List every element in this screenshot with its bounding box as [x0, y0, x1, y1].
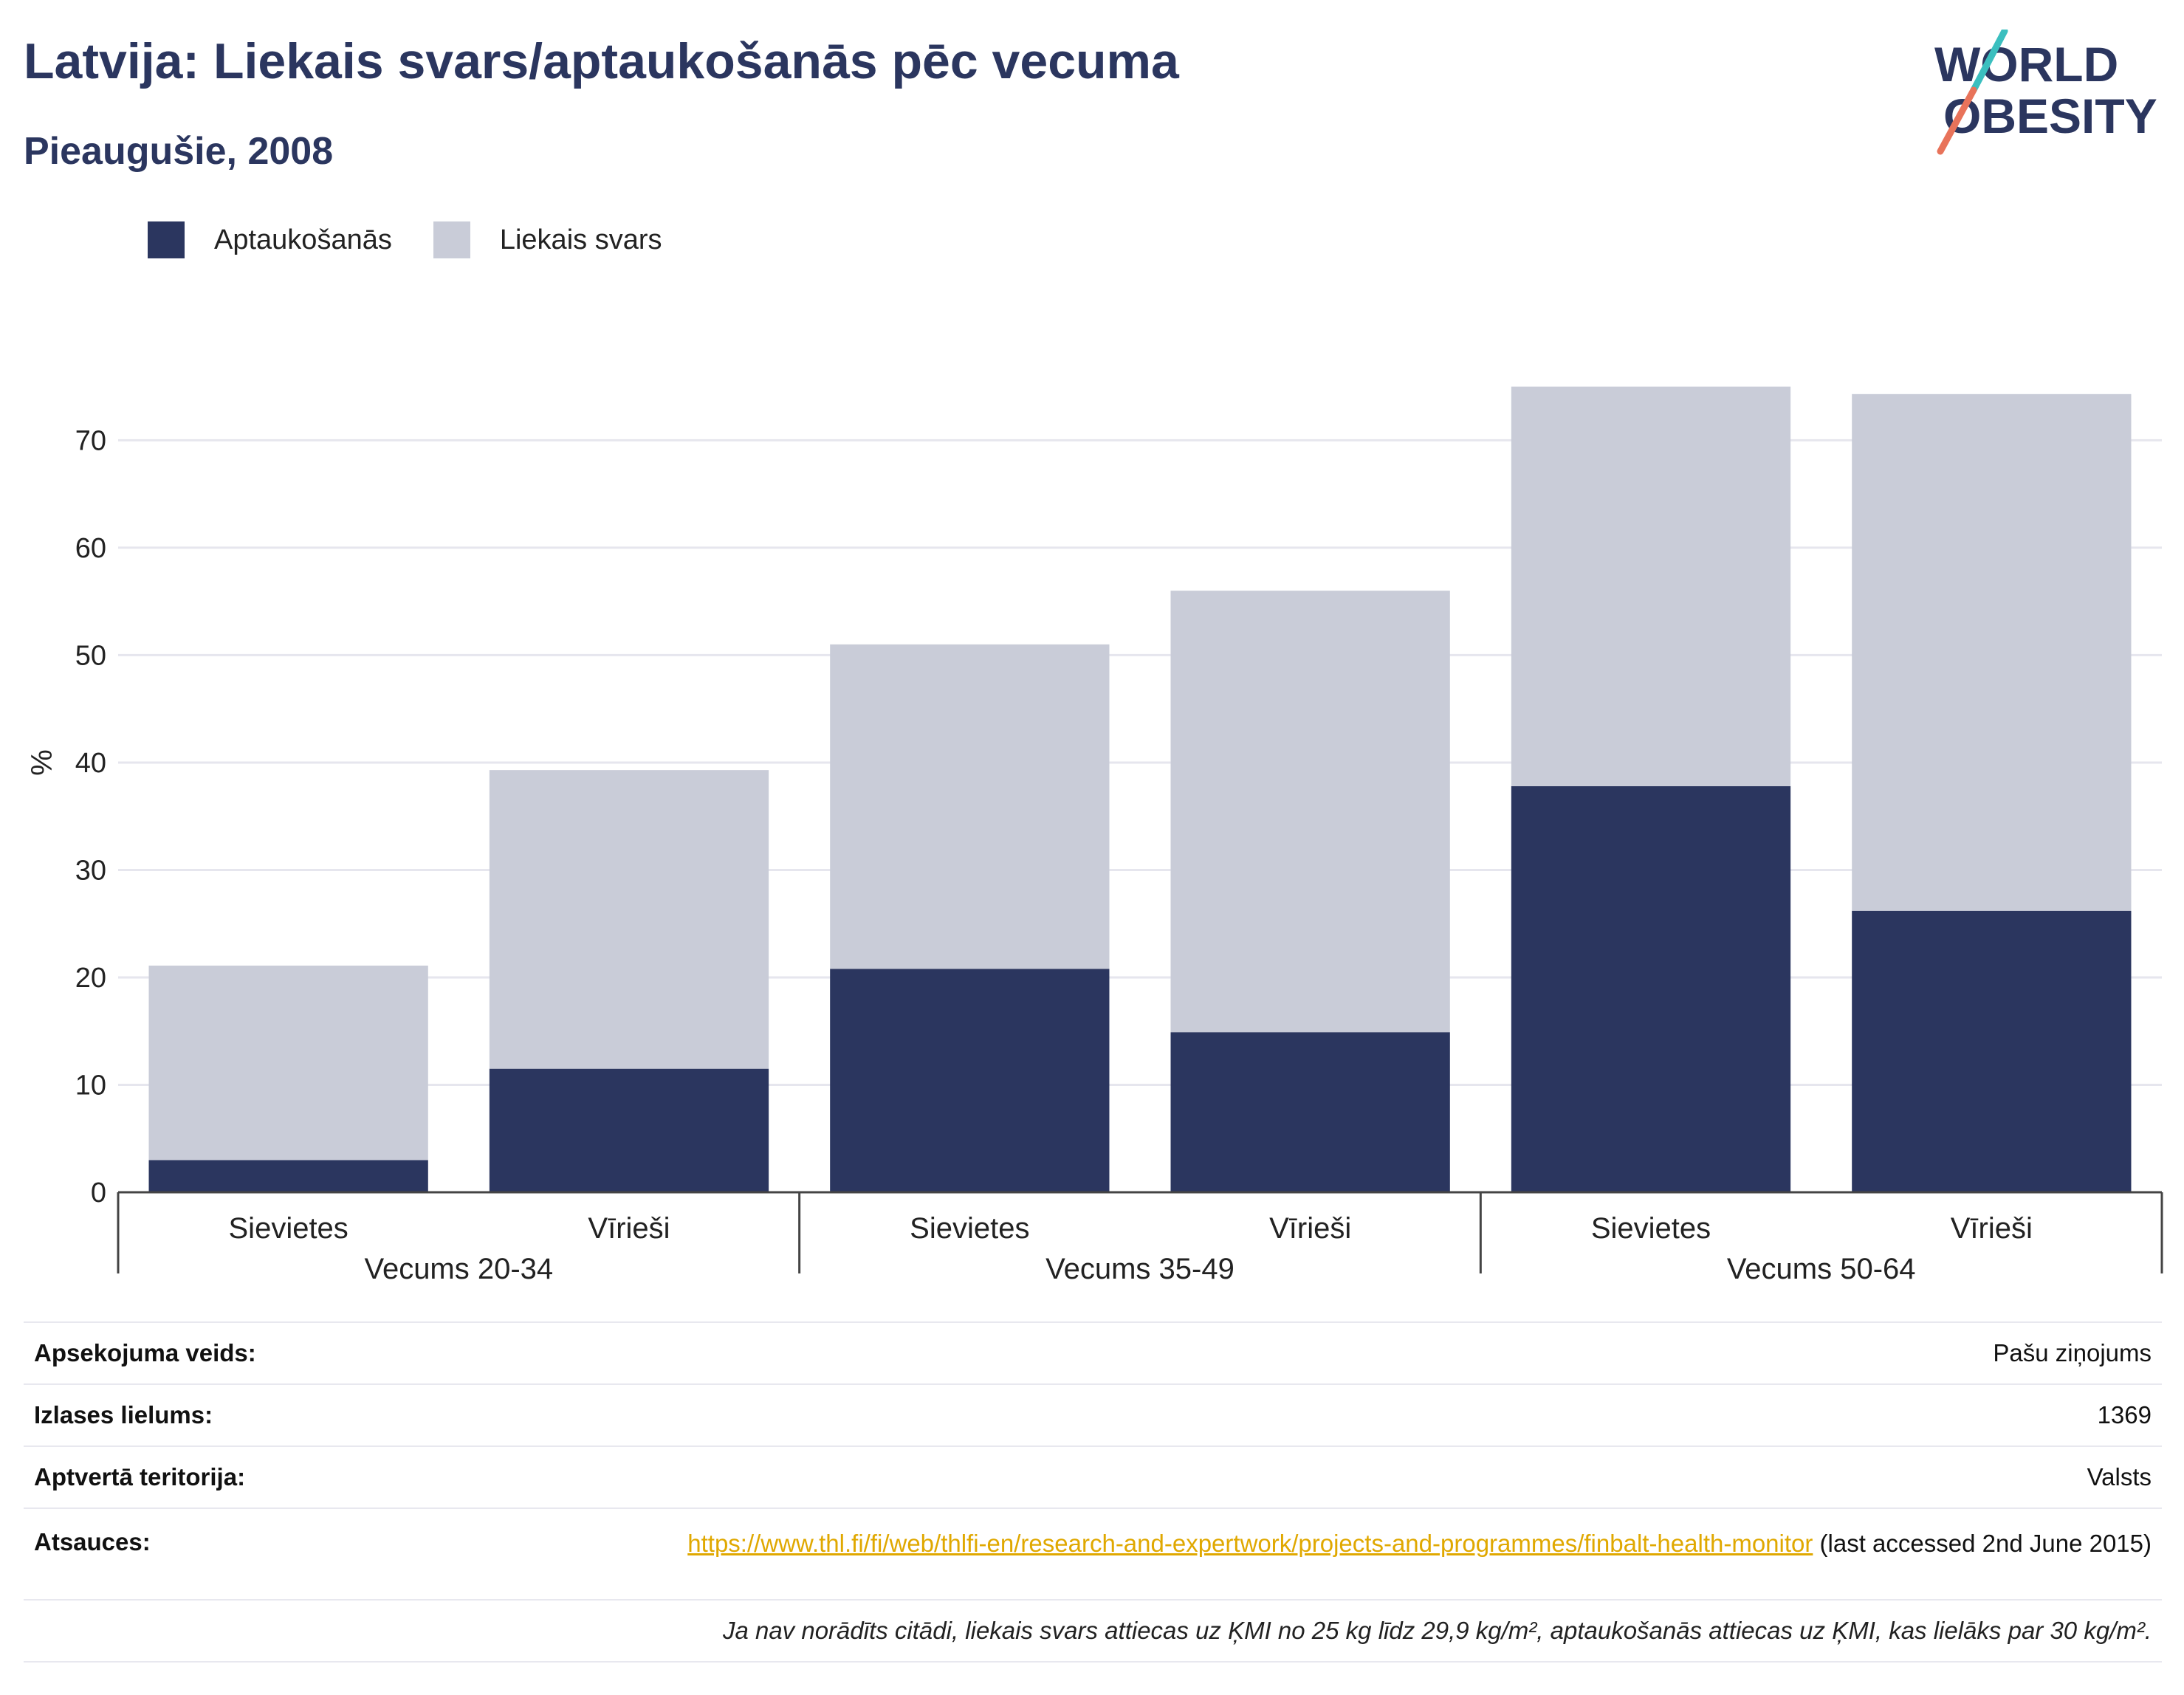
info-row-survey-type: Apsekojuma veids: Pašu ziņojums — [24, 1321, 2162, 1383]
group-label: Vecums 20-34 — [364, 1253, 553, 1285]
legend-label-aptaukosanas: Aptaukošanās — [214, 224, 392, 255]
legend-swatch-aptaukosanas — [148, 221, 185, 258]
logo-line2: OBESITY — [1943, 89, 2157, 143]
x-tick-label: Vīrieši — [1951, 1212, 2033, 1245]
stacked-bar-chart: 0 10 20 30 40 50 60 70% Sievietes Vīrieši Sieviete… — [26, 386, 2163, 1285]
y-tick-label: 20 — [75, 963, 106, 994]
legend-swatch-liekais-svars — [433, 221, 470, 258]
group-label: Vecums 50-64 — [1727, 1253, 1916, 1285]
coverage-value: Valsts — [2087, 1463, 2152, 1491]
bar-segment-aptaukosanas — [1852, 910, 2132, 1192]
chart-subtitle: Pieaugušie, 2008 — [24, 130, 334, 173]
references-suffix: (last accessed 2nd June 2015) — [1813, 1530, 2152, 1557]
sample-size-value: 1369 — [2097, 1401, 2152, 1428]
y-axis-label: % — [26, 749, 58, 776]
info-row-references: Atsauces: https://www.thl.fi/fi/web/thlf… — [24, 1507, 2162, 1599]
references-label: Atsauces: — [34, 1528, 151, 1555]
info-row-sample-size: Izlases lielums: 1369 — [24, 1383, 2162, 1445]
bar-segment-aptaukosanas — [1511, 785, 1791, 1192]
y-tick-label: 60 — [75, 533, 106, 564]
bar-segment-liekais-svars — [489, 770, 769, 1069]
references-link[interactable]: https://www.thl.fi/fi/web/thlfi-en/resea… — [687, 1530, 1813, 1557]
bar-segment-liekais-svars — [1511, 386, 1791, 786]
x-tick-label: Sievietes — [229, 1212, 348, 1245]
legend-label-liekais-svars: Liekais svars — [499, 224, 662, 255]
info-row-coverage: Aptvertā teritorija: Valsts — [24, 1445, 2162, 1507]
group-label: Vecums 35-49 — [1045, 1253, 1234, 1285]
y-tick-label: 10 — [75, 1070, 106, 1101]
y-tick-label: 50 — [75, 640, 106, 671]
survey-info-table: Apsekojuma veids: Pašu ziņojums Izlases … — [24, 1321, 2162, 1663]
bar-segment-liekais-svars — [830, 644, 1110, 969]
survey-type-label: Apsekojuma veids: — [34, 1339, 256, 1366]
bar-segment-liekais-svars — [1852, 393, 2132, 911]
x-tick-label: Sievietes — [1591, 1212, 1711, 1245]
bar-segment-aptaukosanas — [148, 1160, 428, 1192]
world-obesity-logo: WORLD OBESITY — [1934, 30, 2157, 155]
bar-segment-aptaukosanas — [489, 1068, 769, 1192]
references-value: https://www.thl.fi/fi/web/thlfi-en/resea… — [687, 1528, 2152, 1559]
y-tick-label: 40 — [75, 748, 106, 779]
y-tick-label: 70 — [75, 425, 106, 456]
logo-line1: WORLD — [1934, 37, 2118, 92]
definition-note: Ja nav norādīts citādi, liekais svars at… — [722, 1617, 2152, 1644]
bar-segment-liekais-svars — [148, 965, 428, 1161]
chart-legend: Aptaukošanās Liekais svars — [148, 218, 703, 262]
bar-segment-liekais-svars — [1170, 591, 1450, 1033]
legend-item-liekais-svars[interactable]: Liekais svars — [433, 221, 662, 258]
info-row-note: Ja nav norādīts citādi, liekais svars at… — [24, 1599, 2162, 1663]
sample-size-label: Izlases lielums: — [34, 1401, 213, 1428]
survey-type-value: Pašu ziņojums — [1993, 1339, 2152, 1366]
y-tick-label: 30 — [75, 855, 106, 886]
legend-item-aptaukosanas[interactable]: Aptaukošanās — [148, 221, 392, 258]
chart-title: Latvija: Liekais svars/aptaukošanās pēc … — [24, 33, 1179, 89]
bar-segment-aptaukosanas — [1170, 1032, 1450, 1192]
x-tick-label: Vīrieši — [588, 1212, 670, 1245]
x-tick-label: Vīrieši — [1269, 1212, 1351, 1245]
x-tick-label: Sievietes — [910, 1212, 1029, 1245]
y-tick-label: 0 — [91, 1177, 106, 1208]
coverage-label: Aptvertā teritorija: — [34, 1463, 246, 1491]
bar-segment-aptaukosanas — [830, 969, 1110, 1192]
